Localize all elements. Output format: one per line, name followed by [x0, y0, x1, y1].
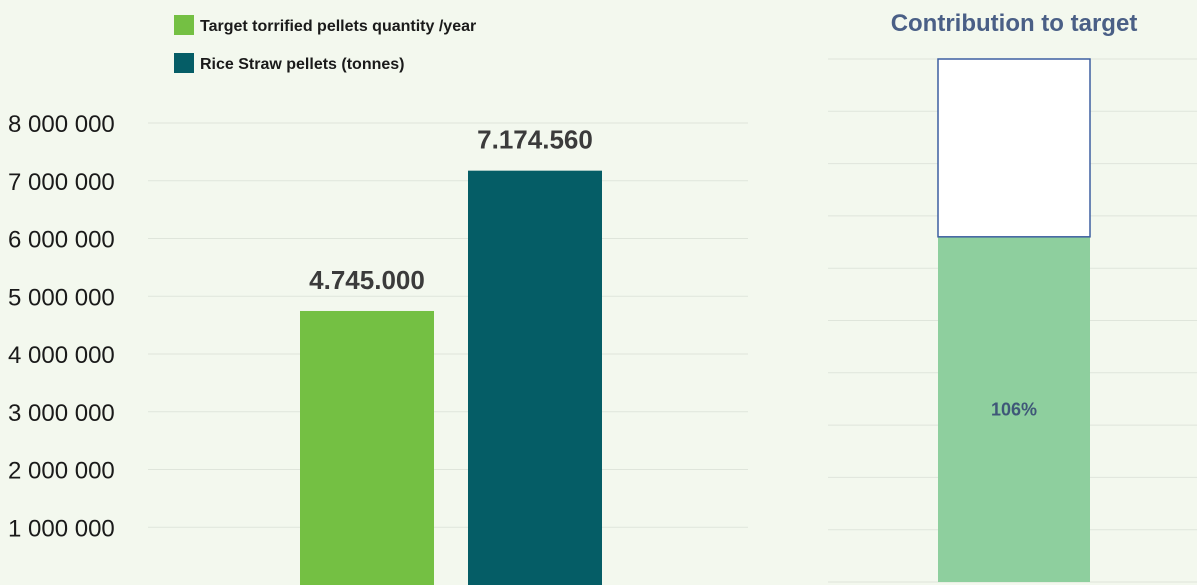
bar-value-label: 7.174.560 — [477, 125, 593, 155]
legend: Target torrified pellets quantity /year … — [174, 15, 476, 73]
y-tick-label: 6 000 000 — [8, 227, 115, 254]
legend-swatch-target — [174, 15, 194, 35]
right-chart: Contribution to target 106% — [828, 10, 1197, 583]
y-tick-label: 4 000 000 — [8, 342, 115, 369]
left-chart: 1 000 000 2 000 000 3 000 000 4 000 000 5 00… — [8, 15, 748, 585]
y-tick-label: 7 000 000 — [8, 169, 115, 196]
segment-value-label: 106% — [991, 399, 1037, 419]
y-tick-label: 1 000 000 — [8, 515, 115, 542]
right-chart-title: Contribution to target — [891, 10, 1138, 37]
left-data-labels: 4.745.000 7.174.560 — [309, 125, 593, 295]
bar-0 — [300, 310, 434, 585]
legend-label-target: Target torrified pellets quantity /year — [200, 18, 476, 35]
y-tick-label: 2 000 000 — [8, 458, 115, 485]
legend-swatch-rice-straw — [174, 53, 194, 73]
y-tick-label: 8 000 000 — [8, 111, 115, 138]
bar-1 — [468, 170, 602, 585]
stack-segment-0 — [938, 236, 1090, 582]
y-tick-label: 5 000 000 — [8, 284, 115, 311]
y-tick-label: 3 000 000 — [8, 400, 115, 427]
y-axis-ticks: 1 000 000 2 000 000 3 000 000 4 000 000 5 00… — [8, 111, 115, 542]
right-stacked-bar: 106% — [937, 58, 1091, 582]
stack-segment-1 — [937, 58, 1091, 238]
legend-label-rice-straw: Rice Straw pellets (tonnes) — [200, 56, 405, 73]
bar-value-label: 4.745.000 — [309, 265, 425, 295]
left-gridlines — [148, 122, 748, 528]
left-bars — [300, 170, 602, 585]
